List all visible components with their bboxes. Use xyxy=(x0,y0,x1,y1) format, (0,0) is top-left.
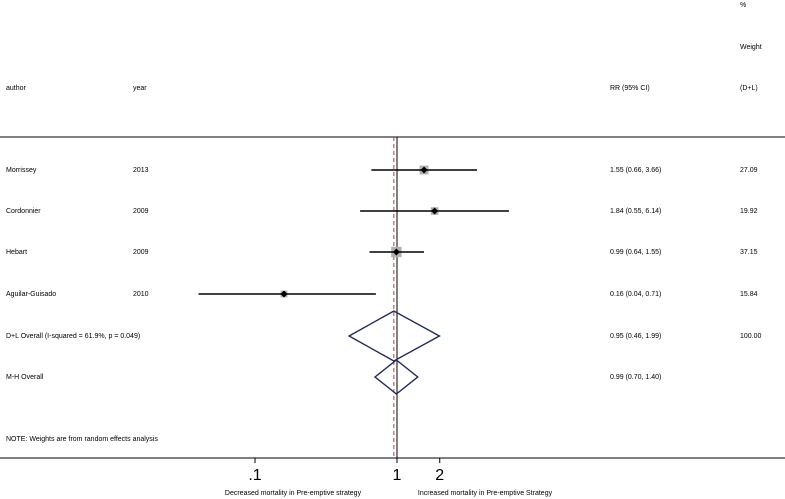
xlabel-left: Decreased mortality in Pre-emptive strat… xyxy=(225,490,362,497)
study-rr-label: 0.16 (0.04, 0.71) xyxy=(610,291,661,298)
study-weight-label: 37.15 xyxy=(740,249,758,256)
study-author: Hebart xyxy=(6,249,27,256)
study-row-0: Morrissey 2013 1.55 (0.66, 3.66) 27.09 xyxy=(6,167,758,174)
pooled-rr-label: 0.99 (0.70, 1.40) xyxy=(610,374,661,381)
plot-marks: .1 1 2 xyxy=(198,137,509,484)
study-rr-label: 1.84 (0.55, 6.14) xyxy=(610,208,661,215)
pooled-row-1: M-H Overall 0.99 (0.70, 1.40) xyxy=(6,374,661,381)
study-point-marker xyxy=(431,207,439,215)
x-tick-label: .1 xyxy=(248,467,261,484)
author-header: author xyxy=(6,85,27,92)
pooled-row-0: D+L Overall (I-squared = 61.9%, p = 0.04… xyxy=(6,333,762,340)
study-rr-label: 1.55 (0.66, 3.66) xyxy=(610,167,661,174)
study-point-marker xyxy=(420,166,428,174)
study-year: 2010 xyxy=(133,291,149,298)
study-author: Cordonnier xyxy=(6,208,41,215)
xlabel-right: Increased mortality in Pre-emptive Strat… xyxy=(418,490,553,497)
weight-header-line2: Weight xyxy=(740,44,762,51)
pooled-label: M-H Overall xyxy=(6,374,44,381)
pooled-label: D+L Overall (I-squared = 61.9%, p = 0.04… xyxy=(6,333,140,340)
study-year: 2009 xyxy=(133,208,149,215)
study-point-marker xyxy=(392,248,400,256)
x-tick-label: 1 xyxy=(393,467,402,484)
study-author: Aguilar-Guisado xyxy=(6,291,56,298)
study-weight-label: 19.92 xyxy=(740,208,758,215)
pooled-weight-label: 100.00 xyxy=(740,333,762,340)
pooled-diamond xyxy=(373,359,419,395)
pooled-rr-label: 0.95 (0.46, 1.99) xyxy=(610,333,661,340)
pooled-diamond xyxy=(347,310,441,362)
weight-header-line3: (D+L) xyxy=(740,85,758,92)
study-rr-label: 0.99 (0.64, 1.55) xyxy=(610,249,661,256)
x-tick-label: 2 xyxy=(435,467,444,484)
weight-header-line1: % xyxy=(740,2,746,9)
study-year: 2013 xyxy=(133,167,149,174)
study-row-1: Cordonnier 2009 1.84 (0.55, 6.14) 19.92 xyxy=(6,208,758,215)
rr-header: RR (95% CI) xyxy=(610,85,650,92)
weights-note: NOTE: Weights are from random effects an… xyxy=(6,436,158,443)
study-weight-label: 15.84 xyxy=(740,291,758,298)
study-weight-label: 27.09 xyxy=(740,167,758,174)
study-year: 2009 xyxy=(133,249,149,256)
study-row-2: Hebart 2009 0.99 (0.64, 1.55) 37.15 xyxy=(6,249,758,256)
study-row-3: Aguilar-Guisado 2010 0.16 (0.04, 0.71) 1… xyxy=(6,291,758,298)
study-point-marker xyxy=(280,290,288,298)
study-author: Morrissey xyxy=(6,167,37,174)
year-header: year xyxy=(133,85,147,92)
